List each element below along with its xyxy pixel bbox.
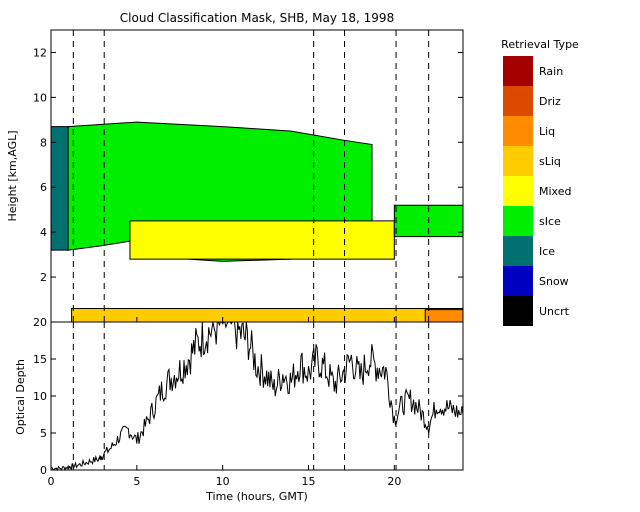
region-sliq-4 xyxy=(71,308,464,323)
optical-depth-line xyxy=(50,321,464,472)
legend-label-driz: Driz xyxy=(539,95,561,108)
legend-label-snow: Snow xyxy=(539,275,569,288)
legend-label-ice: Ice xyxy=(539,245,555,258)
legend-label-mixed: Mixed xyxy=(539,185,571,198)
optical-depth-panel: 0 5 10 15 20 0 5 10 15 20 Optical Depth Time (ho… xyxy=(14,316,464,503)
legend-label-rain: Rain xyxy=(539,65,563,78)
legend-title: Retrieval Type xyxy=(501,38,579,51)
chart-title: Cloud Classification Mask, SHB, May 18, … xyxy=(120,11,394,25)
legend-swatch-uncrt xyxy=(503,296,533,326)
legend-swatch-ice xyxy=(503,236,533,266)
xtick-label-4: 20 xyxy=(387,475,401,488)
top-ytick-label-4: 10 xyxy=(33,91,47,104)
xtick-label-2: 10 xyxy=(216,475,230,488)
top-ytick-label-2: 6 xyxy=(40,181,47,194)
top-ytick-label-0: 2 xyxy=(40,271,47,284)
cloud-mask-ylabel: Height [km,AGL] xyxy=(6,130,19,221)
bottom-ytick-label-4: 20 xyxy=(33,316,47,329)
top-ytick-label-3: 8 xyxy=(40,136,47,149)
top-ytick-label-1: 4 xyxy=(40,226,47,239)
region-mixed-2 xyxy=(129,220,395,260)
xtick-label-1: 5 xyxy=(133,475,140,488)
legend-swatch-snow xyxy=(503,266,533,296)
retrieval-type-legend: Retrieval Type Rain Driz Liq sLiq Mixed sIce I… xyxy=(501,38,579,326)
legend-swatch-sice xyxy=(503,206,533,236)
time-xlabel: Time (hours, GMT) xyxy=(205,490,308,503)
legend-swatch-sliq xyxy=(503,146,533,176)
bottom-ytick-label-0: 0 xyxy=(40,464,47,477)
legend-label-liq: Liq xyxy=(539,125,555,138)
xtick-label-0: 0 xyxy=(48,475,55,488)
cloud-mask-panel: 2 4 6 8 10 12 Height [km,AGL] xyxy=(6,29,464,323)
legend-swatch-rain xyxy=(503,56,533,86)
region-liq-5 xyxy=(424,309,464,323)
legend-label-sice: sIce xyxy=(539,215,561,228)
bottom-ytick-label-1: 5 xyxy=(40,427,47,440)
bottom-ytick-label-3: 15 xyxy=(33,353,47,366)
region-ice-0 xyxy=(50,126,69,251)
top-ytick-label-5: 12 xyxy=(33,46,47,59)
legend-label-sliq: sLiq xyxy=(539,155,561,168)
xtick-label-3: 15 xyxy=(302,475,316,488)
optical-depth-ylabel: Optical Depth xyxy=(14,359,27,435)
legend-label-uncrt: Uncrt xyxy=(539,305,570,318)
legend-swatch-mixed xyxy=(503,176,533,206)
legend-swatch-driz xyxy=(503,86,533,116)
legend-swatch-liq xyxy=(503,116,533,146)
bottom-ytick-label-2: 10 xyxy=(33,390,47,403)
